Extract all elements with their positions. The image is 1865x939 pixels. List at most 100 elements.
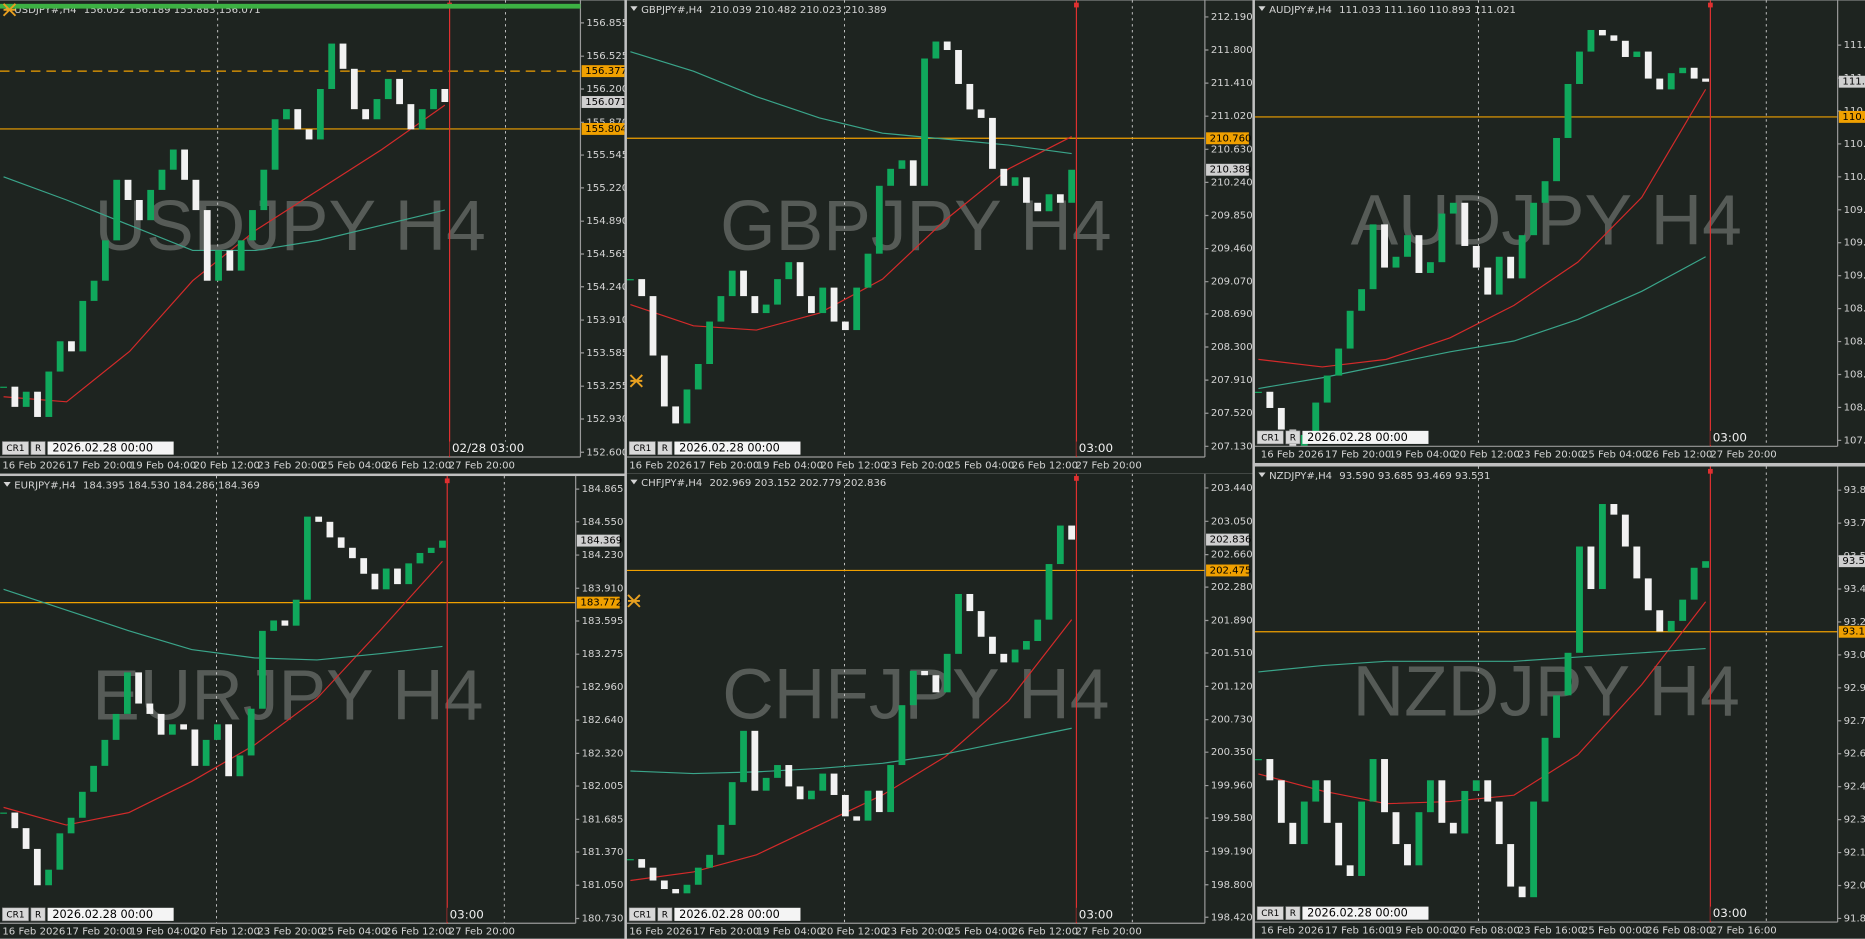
price-level-tag xyxy=(581,65,625,78)
toolbar-button[interactable] xyxy=(657,907,673,922)
price-level-tag xyxy=(581,123,625,135)
toolbar-button-label[interactable]: CR1 xyxy=(1261,433,1279,443)
candle xyxy=(1404,844,1411,866)
price-level-tag xyxy=(1206,564,1249,577)
candle xyxy=(68,341,75,352)
toolbar-button[interactable] xyxy=(30,441,46,455)
toolbar-button[interactable] xyxy=(657,441,673,455)
candle xyxy=(921,670,928,676)
candle xyxy=(1277,780,1285,823)
candle xyxy=(146,703,154,714)
candle xyxy=(932,675,940,693)
y-tick-label: 209.070 xyxy=(1211,277,1253,288)
candle xyxy=(102,240,109,281)
candle xyxy=(1518,235,1526,279)
toolbar-button-label[interactable]: R xyxy=(35,910,41,920)
toolbar-button[interactable] xyxy=(2,907,29,922)
x-tick-label: 17 Feb 16:00 xyxy=(1325,925,1391,936)
candle xyxy=(887,765,895,813)
toolbar-button[interactable] xyxy=(628,907,656,922)
watermark: NZDJPY H4 xyxy=(1353,652,1740,732)
toolbar-button[interactable] xyxy=(2,441,29,455)
moving-average xyxy=(1258,647,1706,673)
toolbar-button[interactable] xyxy=(30,907,46,922)
y-tick-label: 199.580 xyxy=(1211,813,1253,824)
candle xyxy=(1011,649,1019,663)
candle xyxy=(1633,546,1641,579)
candle xyxy=(728,782,736,825)
chart-panel: USDJPY H4156.855156.525156.200155.870155… xyxy=(0,0,625,474)
candle xyxy=(694,867,702,885)
candle xyxy=(1300,801,1308,845)
ohlc-quote: 156.052 156.189 155.883 156.071 xyxy=(84,5,261,16)
candle xyxy=(1266,759,1274,781)
y-tick-label: 209.460 xyxy=(1211,244,1253,255)
x-tick-label: 20 Feb 12:00 xyxy=(194,460,260,471)
candle xyxy=(774,279,781,305)
candle xyxy=(909,160,917,186)
candle xyxy=(294,109,302,130)
y-tick-label: 211.800 xyxy=(1211,45,1253,56)
candle xyxy=(225,724,233,777)
toolbar-button-label[interactable]: R xyxy=(662,444,668,454)
candle xyxy=(441,88,449,103)
y-tick-label: 92.005 xyxy=(1844,881,1865,892)
toolbar-button[interactable] xyxy=(1256,430,1284,445)
candle xyxy=(830,773,838,795)
candle xyxy=(1621,40,1629,57)
panel-background xyxy=(0,0,625,474)
candle xyxy=(1056,525,1064,565)
toolbar-button-label[interactable]: R xyxy=(1290,909,1296,919)
y-tick-label: 111.360 xyxy=(1844,40,1865,51)
x-tick-label: 20 Feb 08:00 xyxy=(1453,925,1519,936)
candle xyxy=(396,78,403,105)
y-tick-label: 202.660 xyxy=(1211,550,1253,561)
y-tick-label: 201.120 xyxy=(1211,681,1253,692)
panel-background xyxy=(0,476,625,939)
toolbar-button-label[interactable]: CR1 xyxy=(1261,909,1279,919)
candle xyxy=(762,304,770,314)
candle xyxy=(1461,790,1469,834)
cursor-date-box xyxy=(47,907,174,921)
last-price-label: 184.369 xyxy=(580,536,622,547)
toolbar-button-label[interactable]: R xyxy=(662,910,668,920)
candle xyxy=(1530,801,1538,898)
candle xyxy=(1381,224,1388,268)
x-tick-label: 27 Feb 20:00 xyxy=(1075,927,1141,938)
toolbar-button[interactable] xyxy=(1256,906,1284,920)
toolbar-button-label[interactable]: CR1 xyxy=(6,444,24,454)
candle xyxy=(181,149,188,180)
candle xyxy=(1323,375,1331,403)
toolbar-button-label[interactable]: R xyxy=(1290,433,1296,443)
y-tick-label: 207.130 xyxy=(1211,441,1253,452)
candle xyxy=(841,321,849,331)
toolbar-button-label[interactable]: CR1 xyxy=(633,444,651,454)
x-tick-label: 19 Feb 04:00 xyxy=(757,460,823,471)
candle xyxy=(22,391,30,407)
toolbar-button[interactable] xyxy=(628,441,656,455)
panel-background xyxy=(1254,0,1865,463)
toolbar-button-label[interactable]: CR1 xyxy=(633,910,651,920)
chart-header: EURJPY#,H4 184.395 184.530 184.286 184.36… xyxy=(14,481,260,492)
cursor-date: 2026.02.28 00:00 xyxy=(1307,431,1408,444)
y-tick-label: 207.520 xyxy=(1211,408,1253,419)
x-tick-label: 23 Feb 20:00 xyxy=(257,460,323,471)
candle xyxy=(740,270,747,297)
candle xyxy=(977,109,985,118)
toolbar-button[interactable] xyxy=(1285,430,1301,445)
candle xyxy=(706,854,713,868)
price-level-tag xyxy=(1838,110,1865,123)
candle xyxy=(1449,202,1457,214)
candle xyxy=(203,210,211,281)
toolbar-button[interactable] xyxy=(1285,906,1301,920)
x-tick-label: 26 Feb 12:00 xyxy=(1646,450,1712,461)
candle xyxy=(887,168,895,186)
crosshair-tag xyxy=(1710,906,1744,921)
y-tick-label: 92.625 xyxy=(1844,749,1865,760)
crosshair-label: 03:00 xyxy=(1079,441,1113,455)
candle xyxy=(113,179,121,241)
candle xyxy=(202,739,210,766)
toolbar-button-label[interactable]: R xyxy=(35,444,41,454)
expert-icon xyxy=(629,374,643,388)
toolbar-button-label[interactable]: CR1 xyxy=(6,910,24,920)
